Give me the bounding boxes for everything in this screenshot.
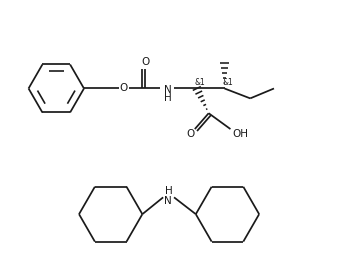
Text: O: O bbox=[187, 129, 195, 139]
Text: H: H bbox=[164, 93, 172, 103]
Text: OH: OH bbox=[232, 129, 249, 139]
Text: N: N bbox=[164, 86, 172, 95]
Text: H: H bbox=[165, 186, 173, 196]
Text: &1: &1 bbox=[222, 78, 233, 87]
Text: N: N bbox=[164, 196, 172, 206]
Text: O: O bbox=[119, 83, 128, 94]
Text: &1: &1 bbox=[194, 78, 205, 87]
Text: O: O bbox=[141, 57, 149, 67]
